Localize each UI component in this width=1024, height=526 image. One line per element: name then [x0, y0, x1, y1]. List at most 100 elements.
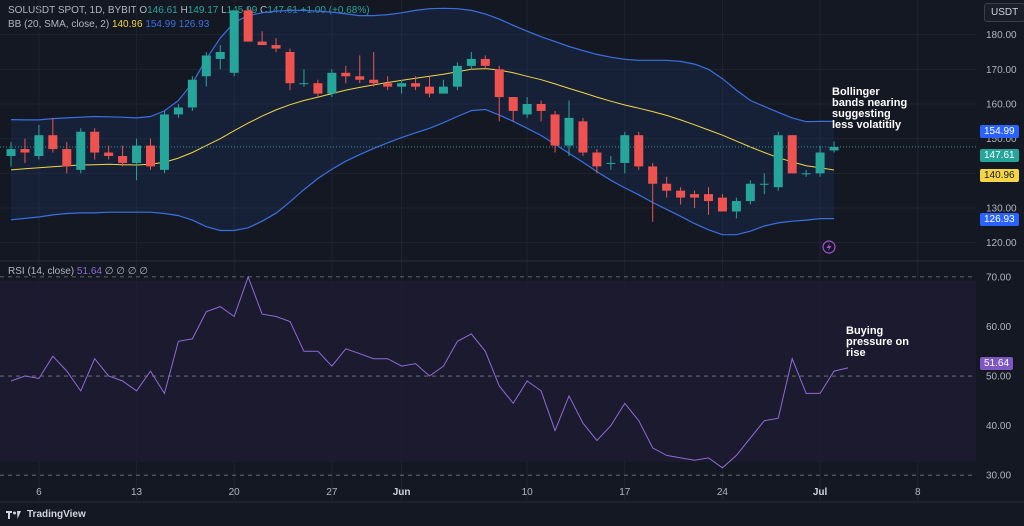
candle [620, 131, 630, 174]
rsi-legend[interactable]: RSI (14, close) 51.64 ∅ ∅ ∅ ∅ [8, 266, 148, 277]
candle-body [90, 131, 100, 153]
brand-name: TradingView [27, 509, 86, 520]
candle-body [759, 183, 769, 185]
rsi-levels [0, 276, 976, 476]
candle-body [564, 117, 574, 146]
rsi-tick-label: 50.00 [986, 372, 1011, 383]
rsi-band-fill [0, 281, 976, 462]
candle-body [159, 114, 169, 170]
candle [215, 45, 225, 70]
candle-body [313, 83, 323, 94]
rsi-annotation: Buying pressure on rise [846, 325, 909, 359]
date-tick-label: Jul [813, 487, 828, 498]
candle [20, 138, 30, 163]
candle-body [578, 121, 588, 153]
candle [146, 138, 155, 170]
bb-lower-value: 126.93 [178, 19, 210, 30]
candle-body [62, 149, 72, 167]
date-tick-label: Jun [393, 487, 411, 498]
candle-body [536, 104, 546, 111]
candle-body [745, 183, 755, 202]
ohlc-high: H149.17 [180, 5, 219, 16]
candle [327, 69, 337, 98]
candle-body [508, 97, 518, 111]
tradingview-logo-icon [6, 510, 21, 519]
candle-body [187, 79, 197, 108]
price-change: +1.00 (+0.68%) [300, 5, 370, 16]
rsi-tick-label: 40.00 [986, 421, 1011, 432]
candle [132, 138, 142, 181]
bb-basis-value: 140.96 [111, 19, 143, 30]
candle-body [704, 194, 713, 202]
candle [466, 52, 476, 70]
candle [187, 76, 197, 111]
candle [383, 76, 393, 91]
candle-body [271, 45, 281, 49]
date-tick-label: 20 [229, 487, 241, 498]
candle [717, 194, 727, 212]
candle [34, 124, 44, 160]
date-axis: 6 13 20 27 Jun 10 17 24 Jul 8 [36, 487, 921, 498]
price-tick-label: 160.00 [986, 100, 1017, 111]
candle-body [452, 65, 462, 87]
candle-body [425, 86, 434, 94]
candle [299, 69, 309, 87]
date-tick-label: 24 [717, 487, 729, 498]
close-price-tag: 147.61 [980, 149, 1019, 162]
bb-upper-line [10, 7, 835, 123]
candle [313, 79, 323, 98]
candle [480, 55, 490, 70]
candle-body [606, 162, 616, 164]
rsi-axis: 70.00 60.00 50.00 40.00 30.00 [986, 272, 1011, 481]
rsi-extras: ∅ ∅ ∅ ∅ [104, 266, 148, 277]
bb-annotation: Bollinger bands nearing suggesting less … [832, 86, 908, 131]
candle [62, 142, 72, 174]
candle-body [383, 83, 393, 87]
candle [578, 117, 588, 156]
candle [690, 190, 700, 208]
rsi-line [10, 275, 849, 469]
candle [243, 6, 253, 42]
rsi-tick-label: 30.00 [986, 471, 1011, 482]
candle-body [550, 114, 560, 146]
date-tick-label: 13 [131, 487, 143, 498]
candle [704, 187, 713, 215]
candle [634, 131, 644, 170]
candle-body [411, 83, 421, 87]
candle [648, 162, 658, 222]
branding[interactable]: TradingView [6, 509, 86, 520]
bolt-icon-glyph [826, 243, 832, 251]
bb-label: BB (20, SMA, close, 2) [8, 19, 110, 30]
candle [229, 10, 239, 77]
candle [745, 180, 755, 205]
candle-body [773, 135, 783, 188]
candle [787, 135, 797, 174]
ohlc-open: O146.61 [139, 5, 178, 16]
candle-body [299, 83, 309, 85]
candle [48, 117, 58, 153]
price-tick-label: 170.00 [986, 65, 1017, 76]
candle [829, 141, 839, 153]
candle-body [634, 135, 644, 167]
candle-body [48, 135, 58, 150]
candle-body [229, 10, 239, 73]
candle-body [243, 10, 253, 42]
candle-body [257, 41, 267, 46]
rsi-label: RSI (14, close) [8, 266, 75, 277]
candle-body [34, 135, 44, 156]
candle [759, 173, 769, 195]
candle-body [173, 107, 183, 115]
candle [522, 97, 532, 118]
candle [438, 79, 448, 94]
candle [76, 128, 86, 174]
candle-body [494, 69, 504, 98]
candle-body [717, 197, 727, 212]
candle-body [397, 83, 407, 87]
candle [285, 48, 295, 91]
date-tick-label: 27 [326, 487, 338, 498]
candle [173, 104, 183, 118]
currency-button[interactable]: USDT [984, 3, 1024, 22]
bb-legend[interactable]: BB (20, SMA, close, 2) 140.96 154.99 126… [8, 19, 209, 30]
candle-body [480, 58, 490, 66]
